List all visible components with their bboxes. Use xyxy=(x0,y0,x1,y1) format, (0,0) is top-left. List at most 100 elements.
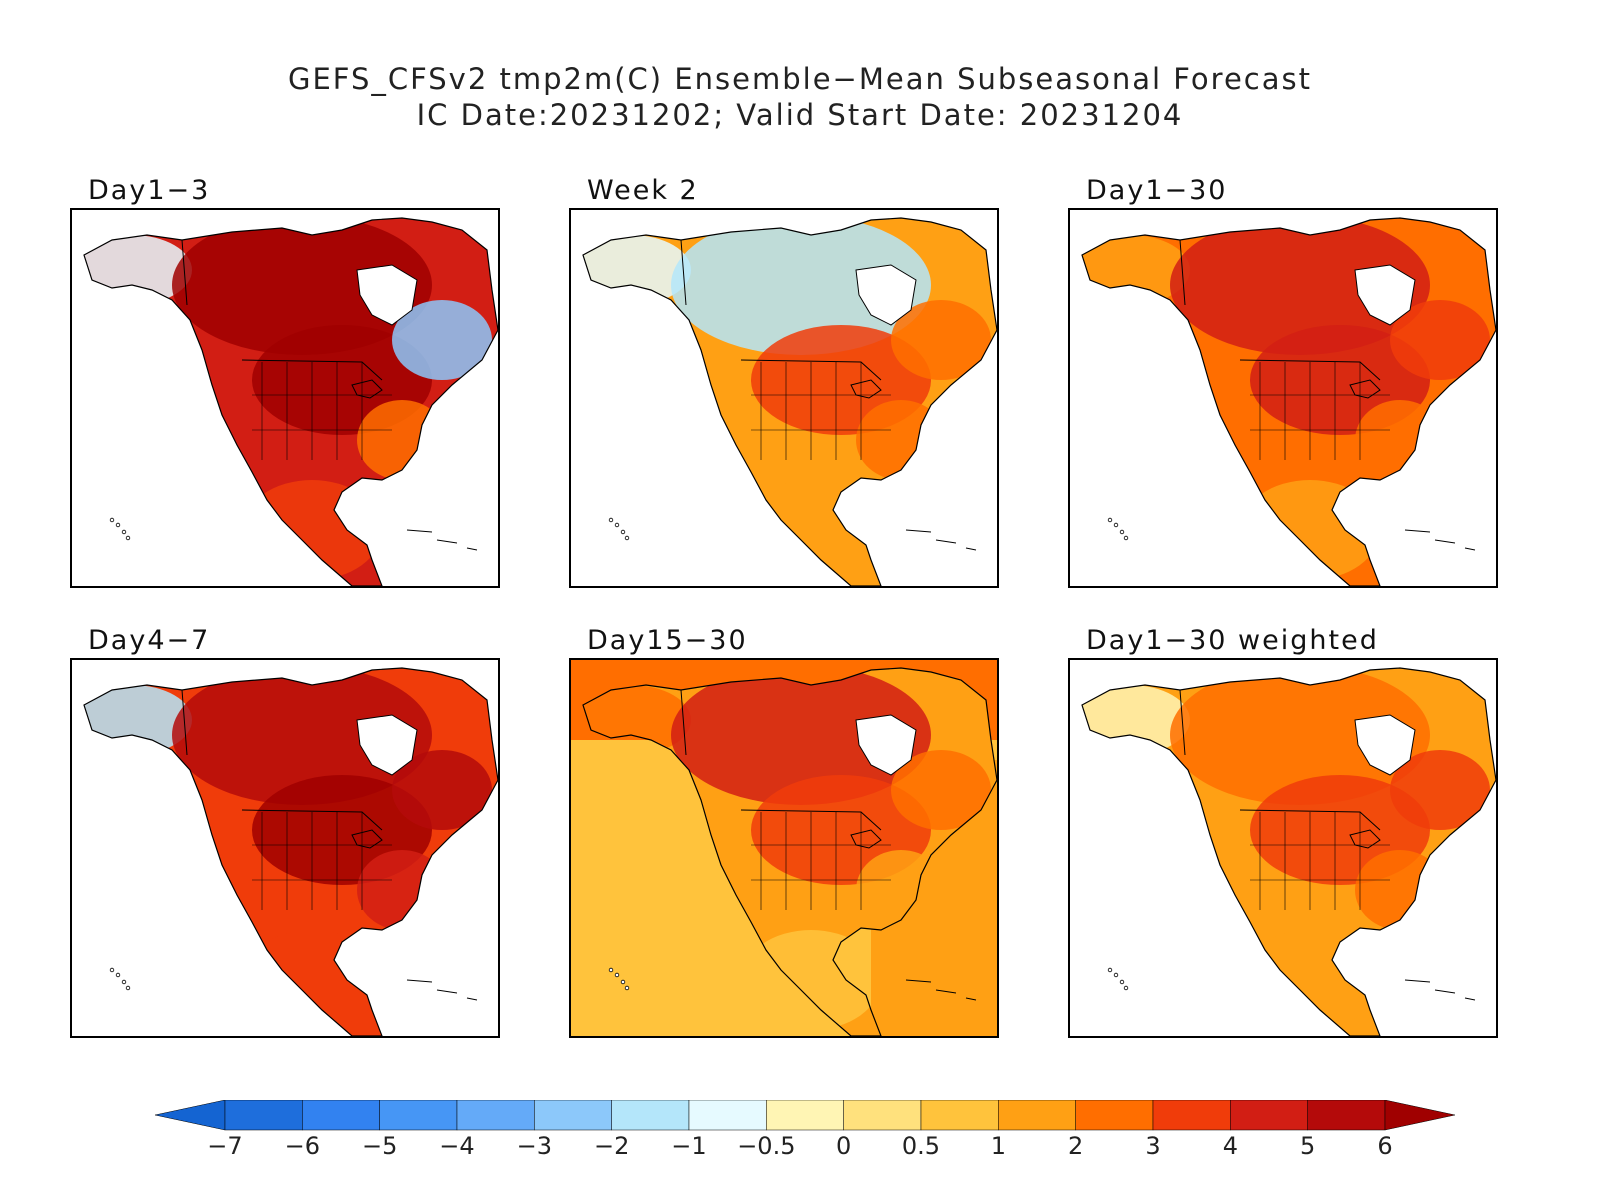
colorbar-tick-label: −7 xyxy=(207,1132,242,1160)
colorbar-box xyxy=(302,1100,380,1131)
panel-label-week2: Week 2 xyxy=(587,175,699,206)
colorbar-box xyxy=(224,1100,303,1131)
colorbar-tick-label: −2 xyxy=(594,1132,629,1160)
caribbean-islands xyxy=(1404,979,1476,1001)
colorbar-box xyxy=(766,1100,844,1131)
great-lakes xyxy=(850,829,882,849)
map-panel-day1-3 xyxy=(70,208,500,588)
figure-title: GEFS_CFSv2 tmp2m(C) Ensemble−Mean Subsea… xyxy=(287,62,1312,96)
hudson-bay xyxy=(1354,714,1416,776)
map-panel-day15-30 xyxy=(569,658,999,1038)
colorbar-tick-label: −6 xyxy=(285,1132,320,1160)
coastline xyxy=(1081,217,1496,586)
colorbar-tick-label: −5 xyxy=(362,1132,397,1160)
hawaii-islands xyxy=(109,517,131,541)
colorbar-arrow-low xyxy=(155,1100,226,1131)
colorbar-box xyxy=(1152,1100,1231,1131)
map-panel-day1-30-weighted xyxy=(1068,658,1498,1038)
coastline xyxy=(582,667,997,1036)
colorbar-box xyxy=(998,1100,1076,1131)
colorbar-tick-label: 6 xyxy=(1377,1132,1392,1160)
colorbar-tick-label: −4 xyxy=(439,1132,474,1160)
colorbar-box xyxy=(1307,1100,1386,1131)
anomaly-region-mexico xyxy=(1240,480,1380,580)
state-borders xyxy=(252,812,392,910)
colorbar-tick-label: 3 xyxy=(1145,1132,1160,1160)
figure-subtitle: IC Date:20231202; Valid Start Date: 2023… xyxy=(416,98,1184,132)
panel-label-day4-7: Day4−7 xyxy=(88,625,211,656)
colorbar-tick-label: −3 xyxy=(517,1132,552,1160)
map-panel-day1-30 xyxy=(1068,208,1498,588)
caribbean-islands xyxy=(406,529,478,551)
anomaly-region-mexico xyxy=(1240,930,1380,1030)
hawaii-islands xyxy=(1107,967,1129,991)
caribbean-islands xyxy=(905,979,977,1001)
coastline xyxy=(1081,667,1496,1036)
anomaly-region-north xyxy=(671,668,931,805)
caribbean-islands xyxy=(406,979,478,1001)
hudson-bay xyxy=(855,714,917,776)
anomaly-region-east xyxy=(357,850,447,930)
colorbar-tick-label: 0 xyxy=(836,1132,851,1160)
colorbar-legend: −7−6−5−4−3−2−1−0.500.51234567 xyxy=(155,1100,1455,1160)
great-lakes xyxy=(1349,829,1381,849)
colorbar-box xyxy=(534,1100,612,1131)
anomaly-region-north xyxy=(1170,218,1430,355)
anomaly-region-labrador xyxy=(1390,750,1490,830)
anomaly-region-east xyxy=(856,400,946,480)
anomaly-region-north xyxy=(1170,668,1430,805)
panel-label-day1-30-weighted: Day1−30 weighted xyxy=(1086,625,1379,656)
anomaly-region-labrador xyxy=(891,300,991,380)
anomaly-region-north xyxy=(172,218,432,355)
colorbar-tick-label: −0.5 xyxy=(737,1132,795,1160)
anomaly-region-mexico xyxy=(741,480,881,580)
colorbar-box xyxy=(688,1100,767,1131)
great-lakes xyxy=(1349,379,1381,399)
great-lakes xyxy=(351,379,383,399)
hudson-bay xyxy=(1354,264,1416,326)
hawaii-islands xyxy=(608,967,630,991)
state-borders xyxy=(1250,812,1390,910)
colorbar-tick-label: −1 xyxy=(671,1132,706,1160)
colorbar-box xyxy=(920,1100,999,1131)
anomaly-region-east xyxy=(357,400,447,480)
panel-label-day1-30: Day1−30 xyxy=(1086,175,1228,206)
colorbar-tick-label: 5 xyxy=(1300,1132,1315,1160)
colorbar-tick-label: 2 xyxy=(1068,1132,1083,1160)
hudson-bay xyxy=(356,264,418,326)
hudson-bay xyxy=(356,714,418,776)
great-lakes xyxy=(351,829,383,849)
anomaly-region-east xyxy=(1355,850,1445,930)
anomaly-region-labrador xyxy=(891,750,991,830)
anomaly-region-labrador xyxy=(1390,300,1490,380)
colorbar-tick-label: 1 xyxy=(991,1132,1006,1160)
map-panel-week2 xyxy=(569,208,999,588)
coastline xyxy=(582,217,997,586)
panel-label-day15-30: Day15−30 xyxy=(587,625,748,656)
anomaly-region-north xyxy=(172,668,432,805)
colorbar-tick-label: 0.5 xyxy=(902,1132,940,1160)
colorbar-box xyxy=(456,1100,535,1131)
panel-label-day1-3: Day1−3 xyxy=(88,175,211,206)
anomaly-region-mexico xyxy=(242,930,382,1030)
state-borders xyxy=(751,362,891,460)
state-borders xyxy=(1250,362,1390,460)
hawaii-islands xyxy=(608,517,630,541)
colorbar-box xyxy=(843,1100,922,1131)
colorbar-box xyxy=(611,1100,690,1131)
caribbean-islands xyxy=(1404,529,1476,551)
colorbar-tick-label: 4 xyxy=(1223,1132,1238,1160)
anomaly-region-east xyxy=(1355,400,1445,480)
colorbar-box xyxy=(379,1100,458,1131)
colorbar-box xyxy=(1075,1100,1154,1131)
colorbar-box xyxy=(1230,1100,1308,1131)
state-borders xyxy=(252,362,392,460)
anomaly-region-labrador xyxy=(392,300,492,380)
hudson-bay xyxy=(855,264,917,326)
state-borders xyxy=(751,812,891,910)
hawaii-islands xyxy=(109,967,131,991)
anomaly-region-north xyxy=(671,218,931,355)
coastline xyxy=(83,667,498,1036)
hawaii-islands xyxy=(1107,517,1129,541)
map-panel-day4-7 xyxy=(70,658,500,1038)
